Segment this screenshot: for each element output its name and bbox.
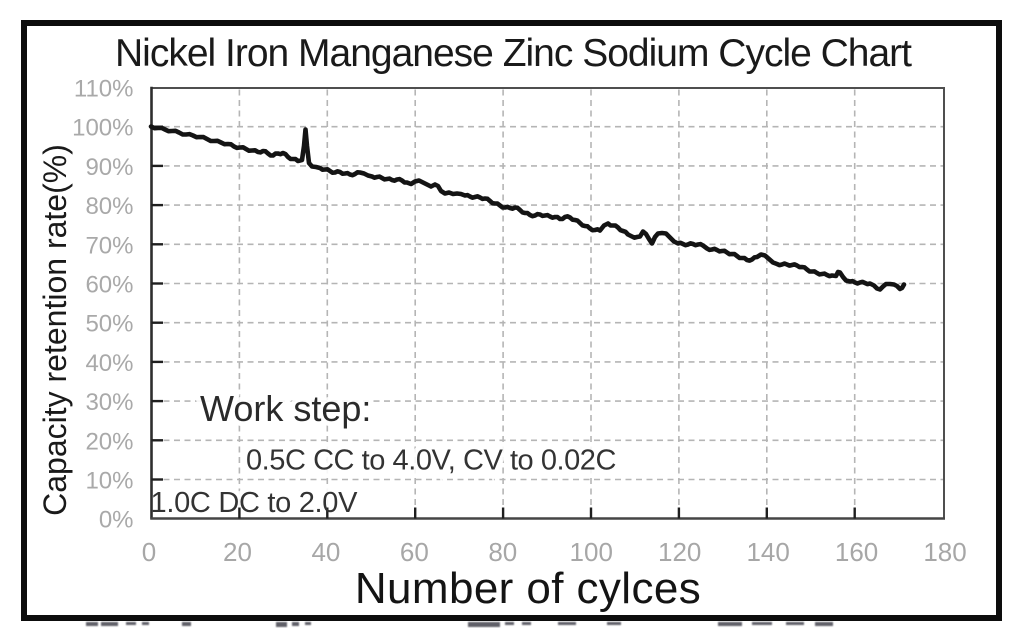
svg-text:60%: 60%	[85, 272, 133, 299]
svg-text:20%: 20%	[85, 428, 133, 455]
svg-text:80%: 80%	[85, 193, 133, 220]
svg-text:50%: 50%	[85, 311, 133, 338]
svg-text:180: 180	[923, 537, 966, 567]
svg-text:140: 140	[746, 537, 789, 567]
svg-text:160: 160	[835, 537, 878, 567]
svg-text:Work step:: Work step:	[200, 388, 371, 429]
svg-text:40: 40	[311, 537, 340, 567]
svg-text:Nickel Iron Manganese Zinc Sod: Nickel Iron Manganese Zinc Sodium Cycle …	[115, 32, 912, 75]
svg-text:0.5C CC to 4.0V, CV to 0.02C: 0.5C CC to 4.0V, CV to 0.02C	[246, 445, 616, 477]
svg-text:40%: 40%	[85, 350, 133, 377]
svg-text:Number of cylces: Number of cylces	[355, 564, 701, 613]
svg-text:110%: 110%	[74, 76, 134, 103]
svg-text:Capacity retention rate(%): Capacity retention rate(%)	[37, 144, 73, 516]
svg-text:0: 0	[142, 537, 156, 567]
svg-text:0%: 0%	[99, 507, 134, 534]
svg-text:0.5C CC to 4.0V, CV to 0.02C: 0.5C CC to 4.0V, CV to 0.02C	[246, 445, 616, 477]
svg-text:Work step:: Work step:	[200, 388, 371, 429]
svg-text:60: 60	[400, 537, 429, 567]
svg-text:1.0C DC to 2.0V: 1.0C DC to 2.0V	[151, 487, 359, 519]
svg-text:80: 80	[488, 537, 517, 567]
svg-text:20: 20	[223, 537, 252, 567]
svg-text:1.0C DC to 2.0V: 1.0C DC to 2.0V	[151, 487, 359, 519]
svg-text:70%: 70%	[85, 232, 133, 259]
svg-text:100%: 100%	[72, 115, 133, 142]
svg-text:90%: 90%	[85, 154, 133, 181]
svg-text:10%: 10%	[85, 468, 133, 495]
svg-text:30%: 30%	[85, 389, 133, 416]
svg-text:120: 120	[658, 537, 701, 567]
svg-text:100: 100	[570, 537, 613, 567]
